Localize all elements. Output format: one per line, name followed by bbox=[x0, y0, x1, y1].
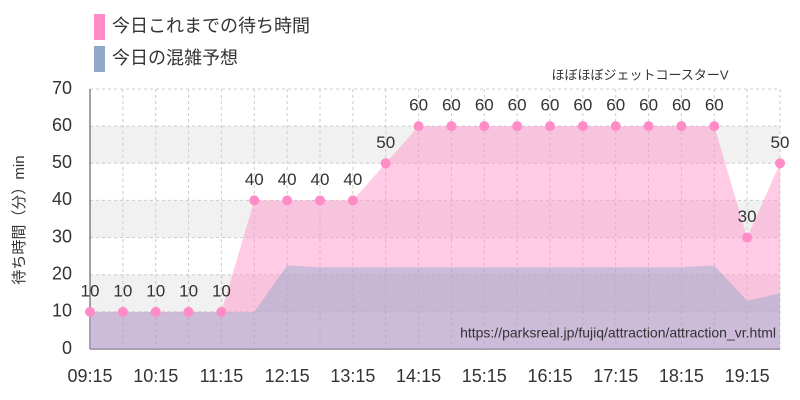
y-tick-label: 10 bbox=[52, 301, 72, 321]
y-tick-label: 60 bbox=[52, 115, 72, 135]
data-label: 50 bbox=[771, 133, 790, 152]
data-label: 60 bbox=[606, 96, 625, 115]
grid-band bbox=[90, 274, 780, 312]
legend-swatch bbox=[94, 46, 105, 72]
x-tick-label: 16:15 bbox=[527, 366, 572, 386]
point bbox=[676, 121, 687, 132]
legend-label: 今日の混雑予想 bbox=[112, 48, 238, 68]
point bbox=[643, 121, 654, 132]
x-tick-label: 17:15 bbox=[593, 366, 638, 386]
point bbox=[85, 306, 95, 317]
y-tick-label: 30 bbox=[52, 226, 72, 246]
point bbox=[249, 195, 260, 206]
grid-band bbox=[90, 126, 780, 164]
y-tick-label: 0 bbox=[62, 338, 72, 358]
point bbox=[742, 232, 753, 243]
data-label: 40 bbox=[278, 170, 297, 189]
point bbox=[610, 121, 621, 132]
annotation: https://parksreal.jp/fujiq/attraction/at… bbox=[460, 325, 776, 341]
x-tick-label: 18:15 bbox=[659, 366, 704, 386]
legend-label: 今日これまでの待ち時間 bbox=[112, 16, 310, 36]
x-tick-label: 14:15 bbox=[396, 366, 441, 386]
point bbox=[282, 195, 293, 206]
y-tick-label: 50 bbox=[52, 152, 72, 172]
point bbox=[479, 121, 490, 132]
point bbox=[315, 195, 325, 206]
y-tick-label: 40 bbox=[52, 189, 72, 209]
data-label: 60 bbox=[639, 96, 658, 115]
data-label: 60 bbox=[409, 96, 428, 115]
data-label: 40 bbox=[245, 170, 264, 189]
x-tick-label: 12:15 bbox=[265, 366, 310, 386]
point bbox=[347, 195, 358, 206]
x-tick-label: 10:15 bbox=[133, 366, 178, 386]
x-tick-label: 11:15 bbox=[200, 366, 244, 386]
data-label: 60 bbox=[573, 96, 592, 115]
area bbox=[90, 126, 780, 350]
y-axis-label: 待ち時間（分）min bbox=[11, 155, 28, 284]
data-label: 60 bbox=[705, 96, 724, 115]
data-label: 10 bbox=[212, 281, 231, 300]
legend-swatch bbox=[94, 14, 105, 40]
y-tick-label: 70 bbox=[52, 78, 72, 98]
data-label: 60 bbox=[541, 96, 560, 115]
point bbox=[577, 121, 588, 132]
x-tick-label: 13:15 bbox=[330, 366, 375, 386]
point bbox=[775, 158, 785, 169]
data-label: 10 bbox=[81, 281, 100, 300]
point bbox=[413, 121, 424, 132]
area bbox=[90, 265, 780, 349]
point bbox=[545, 121, 555, 132]
chart-subtitle: ほぼほぼジェットコースターV bbox=[551, 67, 728, 82]
point bbox=[446, 121, 457, 132]
point bbox=[216, 306, 227, 317]
data-label: 10 bbox=[146, 281, 165, 300]
point bbox=[183, 306, 194, 317]
point bbox=[512, 121, 523, 132]
data-label: 60 bbox=[442, 96, 461, 115]
point bbox=[117, 306, 128, 317]
data-label: 40 bbox=[311, 170, 330, 189]
data-label: 60 bbox=[508, 96, 527, 115]
y-tick-label: 20 bbox=[52, 263, 72, 283]
point bbox=[709, 121, 720, 132]
data-label: 60 bbox=[475, 96, 494, 115]
grid-band bbox=[90, 200, 780, 238]
data-label: 60 bbox=[672, 96, 691, 115]
data-label: 40 bbox=[343, 170, 362, 189]
point bbox=[150, 306, 161, 317]
x-tick-label: 19:15 bbox=[725, 366, 770, 386]
x-tick-label: 09:15 bbox=[67, 366, 112, 386]
point bbox=[380, 158, 391, 169]
data-label: 10 bbox=[179, 281, 198, 300]
x-tick-label: 15:15 bbox=[462, 366, 507, 386]
data-label: 30 bbox=[738, 207, 757, 226]
data-label: 50 bbox=[376, 133, 395, 152]
data-label: 10 bbox=[113, 281, 132, 300]
